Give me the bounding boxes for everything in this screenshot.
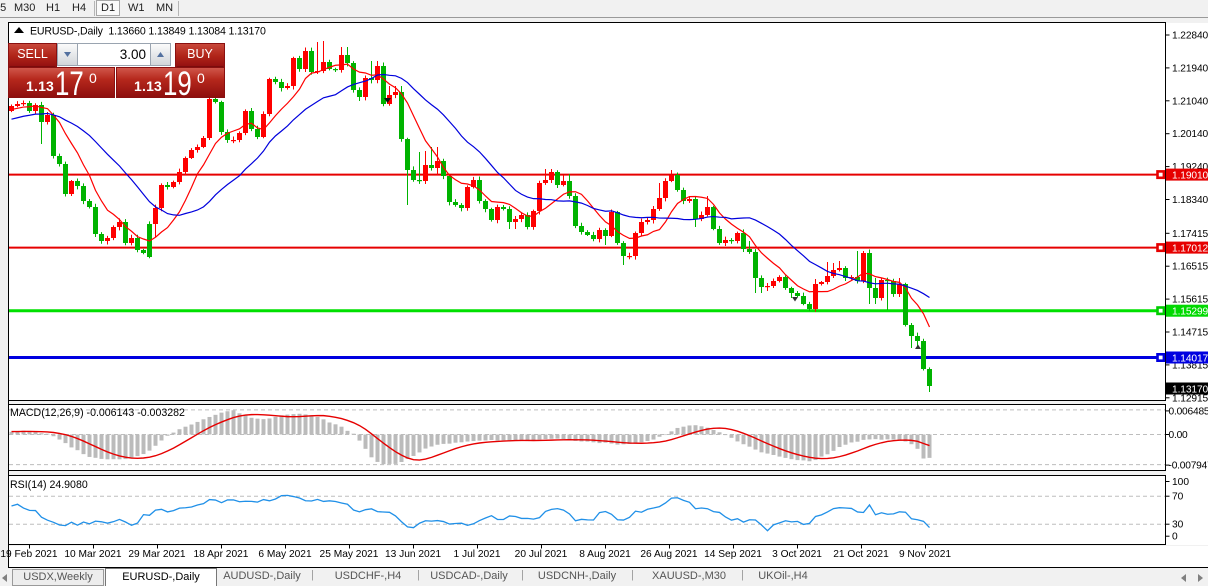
svg-text:1.19240: 1.19240 bbox=[1172, 162, 1208, 173]
svg-text:26 Aug 2021: 26 Aug 2021 bbox=[640, 549, 698, 560]
svg-text:6 May 2021: 6 May 2021 bbox=[258, 549, 312, 560]
svg-text:EURUSD-,Daily 1.13660 1.13849: EURUSD-,Daily 1.13660 1.13849 1.13084 1.… bbox=[30, 26, 266, 38]
svg-text:1.17012: 1.17012 bbox=[1172, 244, 1208, 255]
svg-text:1.12915: 1.12915 bbox=[1172, 393, 1208, 404]
svg-text:1.21940: 1.21940 bbox=[1172, 63, 1208, 74]
svg-text:70: 70 bbox=[1172, 492, 1184, 503]
svg-text:0.00: 0.00 bbox=[1169, 430, 1189, 441]
svg-text:3 Oct 2021: 3 Oct 2021 bbox=[772, 549, 822, 560]
svg-text:1.16515: 1.16515 bbox=[1172, 262, 1208, 273]
svg-text:18 Apr 2021: 18 Apr 2021 bbox=[194, 549, 249, 560]
svg-text:13 Jun 2021: 13 Jun 2021 bbox=[385, 549, 441, 560]
svg-text:1.15615: 1.15615 bbox=[1172, 295, 1208, 306]
svg-text:1.14715: 1.14715 bbox=[1172, 328, 1208, 339]
svg-text:100: 100 bbox=[1172, 477, 1189, 488]
svg-text:0.006485: 0.006485 bbox=[1169, 406, 1208, 417]
svg-text:1.20140: 1.20140 bbox=[1172, 129, 1208, 140]
svg-text:1.22840: 1.22840 bbox=[1172, 31, 1208, 42]
svg-text:25 May 2021: 25 May 2021 bbox=[320, 549, 379, 560]
svg-text:1 Jul 2021: 1 Jul 2021 bbox=[453, 549, 500, 560]
svg-text:10 Mar 2021: 10 Mar 2021 bbox=[64, 549, 122, 560]
svg-text:MACD(12,26,9) -0.006143 -0.003: MACD(12,26,9) -0.006143 -0.003282 bbox=[10, 407, 185, 419]
svg-text:1.15299: 1.15299 bbox=[1172, 307, 1208, 318]
svg-text:1.19010: 1.19010 bbox=[1172, 171, 1208, 182]
svg-text:0: 0 bbox=[1172, 532, 1178, 543]
svg-text:1.13815: 1.13815 bbox=[1172, 360, 1208, 371]
svg-text:1.18340: 1.18340 bbox=[1172, 195, 1208, 206]
svg-text:1.17415: 1.17415 bbox=[1172, 229, 1208, 240]
svg-text:1.14017: 1.14017 bbox=[1172, 354, 1208, 365]
svg-text:20 Jul 2021: 20 Jul 2021 bbox=[515, 549, 568, 560]
svg-text:9 Nov 2021: 9 Nov 2021 bbox=[899, 549, 951, 560]
svg-text:19 Feb 2021: 19 Feb 2021 bbox=[0, 549, 58, 560]
svg-text:21 Oct 2021: 21 Oct 2021 bbox=[833, 549, 889, 560]
svg-text:RSI(14) 24.9080: RSI(14) 24.9080 bbox=[10, 479, 88, 491]
svg-text:1.21040: 1.21040 bbox=[1172, 96, 1208, 107]
svg-text:14 Sep 2021: 14 Sep 2021 bbox=[704, 549, 762, 560]
svg-text:-0.007947: -0.007947 bbox=[1169, 461, 1208, 472]
svg-text:29 Mar 2021: 29 Mar 2021 bbox=[128, 549, 186, 560]
svg-text:8 Aug 2021: 8 Aug 2021 bbox=[579, 549, 631, 560]
svg-text:30: 30 bbox=[1172, 520, 1184, 531]
svg-text:1.13170: 1.13170 bbox=[1172, 385, 1208, 396]
